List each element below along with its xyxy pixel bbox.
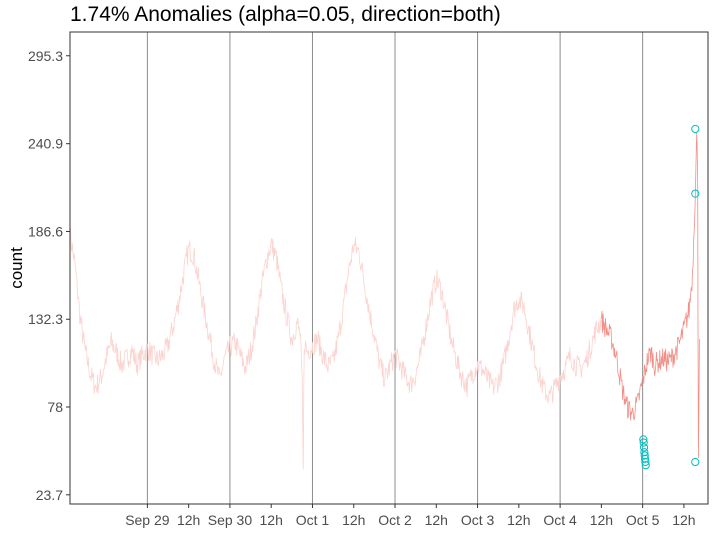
x-tick-label-1: 12h [177, 512, 200, 528]
plot-panel [70, 32, 708, 504]
anomaly-point-10 [691, 457, 700, 467]
plot-border [69, 31, 709, 505]
anomaly-point-3 [640, 448, 649, 457]
y-axis: 23.7 78 132.3 186.6 240.9 295.3 [28, 48, 70, 503]
x-tick-label-2: Sep 30 [208, 512, 253, 528]
x-tick-label-3: 12h [260, 512, 283, 528]
x-tick-label-7: 12h [425, 512, 448, 528]
x-tick-label-9: 12h [507, 512, 530, 528]
y-tick-label-4: 240.9 [28, 136, 63, 152]
x-tick-label-4: Oct 1 [296, 512, 330, 528]
x-tick-label-6: Oct 2 [378, 512, 412, 528]
y-tick-label-0: 23.7 [36, 487, 63, 503]
anomaly-point-5 [640, 454, 650, 463]
series-line-history [69, 227, 602, 470]
x-tick-label-12: Oct 5 [626, 512, 660, 528]
anomaly-point-9 [691, 124, 700, 134]
x-tick-label-8: Oct 3 [461, 512, 495, 528]
series-line-recent [601, 132, 700, 459]
anomaly-point-7 [641, 461, 650, 470]
y-axis-title: count [7, 247, 26, 289]
x-tick-label-13: 12h [672, 512, 695, 528]
series-layer [69, 132, 700, 470]
anomaly-point-6 [641, 457, 650, 467]
x-tick-label-11: 12h [590, 512, 613, 528]
y-tick-label-2: 132.3 [28, 311, 63, 327]
day-gridlines [146, 32, 644, 504]
chart-title: 1.74% Anomalies (alpha=0.05, direction=b… [70, 3, 501, 26]
y-tick-label-5: 295.3 [28, 48, 63, 64]
x-tick-label-0: Sep 29 [125, 512, 170, 528]
anomaly-point-8 [691, 189, 700, 198]
x-axis: Sep 29 12h Sep 30 12h Oct 1 12h Oct 2 12h Oct 3 1… [125, 504, 696, 528]
x-tick-label-10: Oct 4 [543, 512, 577, 528]
y-tick-label-1: 78 [47, 399, 63, 415]
anomaly-point-1 [639, 438, 648, 447]
anomaly-point-2 [639, 443, 649, 452]
anomaly-layer [639, 124, 700, 470]
y-tick-label-3: 186.6 [28, 223, 63, 239]
anomaly-point-0 [639, 435, 648, 444]
anomaly-point-4 [640, 451, 649, 460]
x-tick-label-5: 12h [342, 512, 365, 528]
